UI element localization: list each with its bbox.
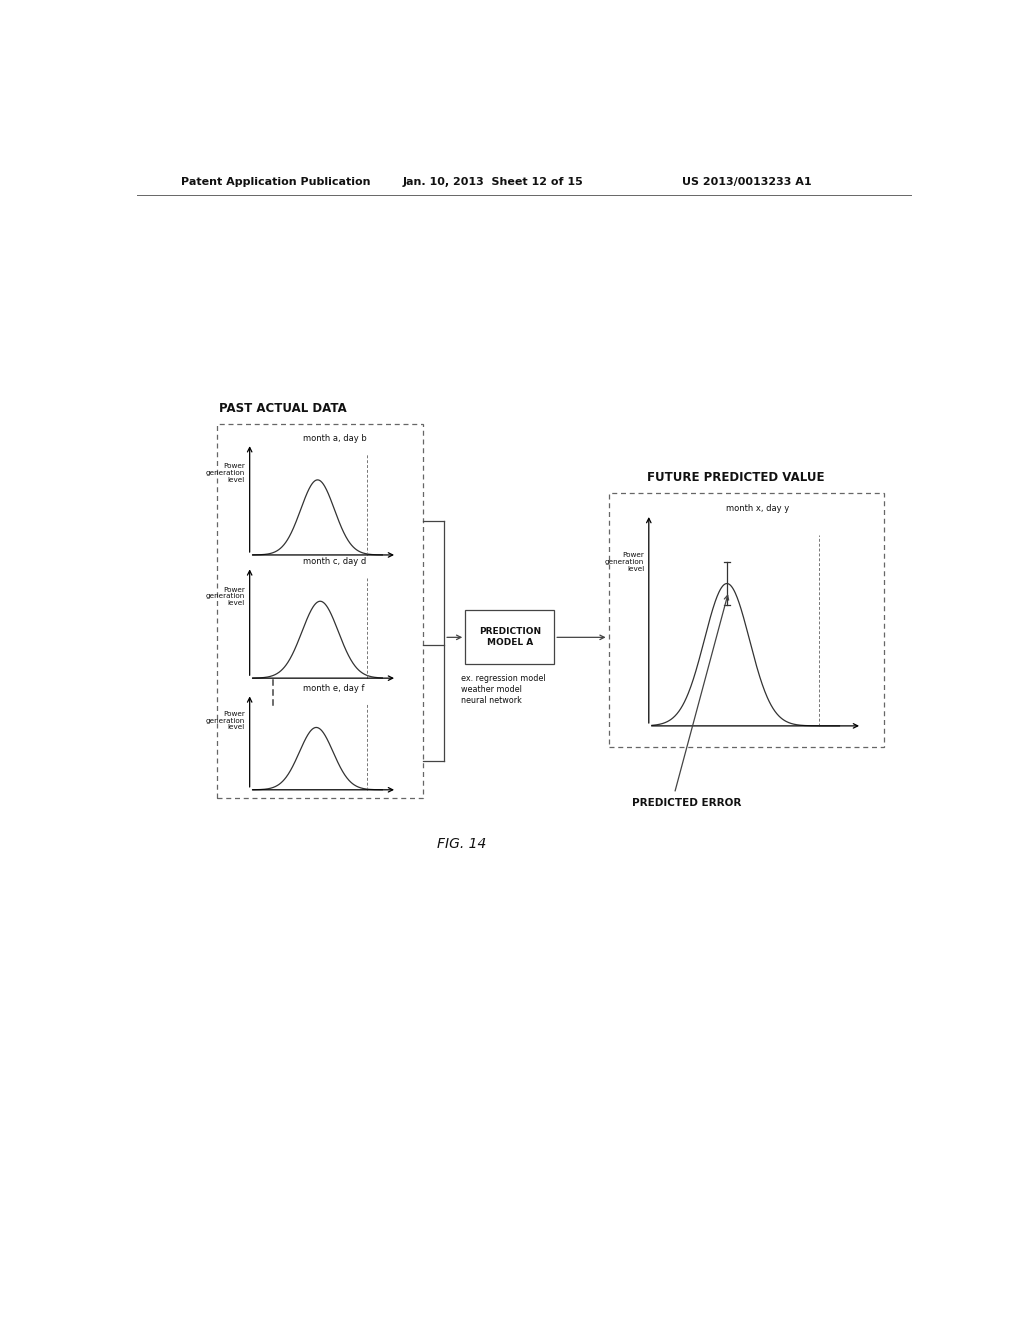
- Text: PAST ACTUAL DATA: PAST ACTUAL DATA: [219, 401, 346, 414]
- Text: month x, day y: month x, day y: [726, 504, 788, 513]
- Text: Power
generation
level: Power generation level: [206, 463, 245, 483]
- Text: Patent Application Publication: Patent Application Publication: [180, 177, 371, 186]
- Bar: [465, 610, 554, 664]
- Text: FUTURE PREDICTED VALUE: FUTURE PREDICTED VALUE: [647, 471, 824, 484]
- Text: Power
generation
level: Power generation level: [605, 552, 644, 572]
- Text: FIG. 14: FIG. 14: [436, 837, 486, 850]
- Text: month a, day b: month a, day b: [303, 433, 367, 442]
- Text: ex. regression model
weather model
neural network: ex. regression model weather model neura…: [461, 673, 546, 705]
- Text: PREDICTION
MODEL A: PREDICTION MODEL A: [478, 627, 541, 647]
- Text: month e, day f: month e, day f: [303, 684, 365, 693]
- Text: Power
generation
level: Power generation level: [206, 711, 245, 730]
- Text: Power
generation
level: Power generation level: [206, 586, 245, 606]
- Text: PREDICTED ERROR: PREDICTED ERROR: [632, 797, 741, 808]
- Text: month c, day d: month c, day d: [303, 557, 366, 566]
- Text: Jan. 10, 2013  Sheet 12 of 15: Jan. 10, 2013 Sheet 12 of 15: [403, 177, 584, 186]
- Text: US 2013/0013233 A1: US 2013/0013233 A1: [682, 177, 812, 186]
